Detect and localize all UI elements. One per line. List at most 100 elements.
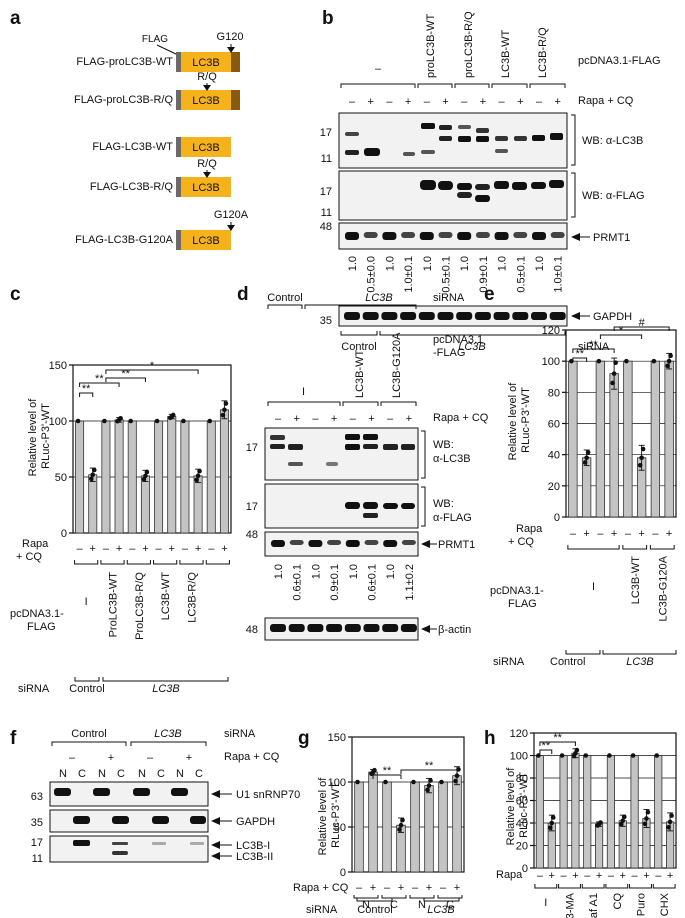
significance-bracket bbox=[539, 741, 576, 746]
data-point bbox=[624, 358, 629, 364]
bar bbox=[650, 360, 661, 518]
group-bracket bbox=[605, 884, 629, 889]
bar bbox=[535, 755, 544, 869]
group-bracket bbox=[629, 884, 652, 889]
bar bbox=[180, 420, 190, 534]
blot-label: PRMT1 bbox=[438, 539, 475, 551]
band bbox=[400, 312, 417, 320]
bar bbox=[438, 781, 448, 873]
plasmid-label-c: pcDNA3.1-FLAG bbox=[10, 608, 64, 633]
bar bbox=[219, 409, 229, 534]
group-label: LC3B-R/Q bbox=[187, 572, 199, 623]
data-point bbox=[223, 401, 229, 406]
group-bracket bbox=[342, 401, 379, 406]
bar bbox=[452, 775, 462, 873]
lc3b-box-label: LC3B bbox=[192, 142, 220, 154]
blot-bracket bbox=[421, 430, 426, 479]
band bbox=[363, 232, 378, 238]
blot-bracket bbox=[421, 486, 426, 527]
rapa-sign: – bbox=[655, 870, 662, 882]
significance-mark: # bbox=[639, 317, 646, 329]
rapa-sign: – bbox=[156, 543, 163, 555]
band bbox=[401, 232, 416, 238]
rapa-sign: – bbox=[77, 543, 84, 555]
data-point bbox=[665, 363, 670, 369]
quant-value: 0.9±0.1 bbox=[329, 564, 341, 601]
chart-g: 0 50 100 150 ** ** bbox=[328, 732, 465, 879]
fraction-label: C bbox=[157, 768, 165, 780]
rapa-sign: + bbox=[554, 96, 560, 108]
significance-mark: * bbox=[150, 360, 155, 372]
band bbox=[457, 232, 472, 240]
rapa-signs-row: – + – + – + – + – + – + bbox=[349, 96, 561, 108]
group-label: Puro bbox=[636, 893, 648, 916]
group-bracket bbox=[126, 560, 151, 565]
rapa-sign: + bbox=[406, 413, 412, 425]
blot-bands bbox=[270, 624, 417, 632]
rapa-sign: + bbox=[116, 543, 122, 555]
band bbox=[382, 232, 397, 240]
rapa-sign: – bbox=[424, 96, 431, 108]
plasmid-row-label-d: pcDNA3.1 -FLAG bbox=[433, 334, 483, 359]
rapa-sign: – bbox=[103, 543, 110, 555]
rapa-sign: + bbox=[186, 752, 192, 764]
sirna-bracket bbox=[102, 677, 229, 682]
y-axis-label-line: RLuc-P3'-WT bbox=[520, 387, 532, 453]
rapa-sign: – bbox=[387, 413, 394, 425]
group-label: LC3B-WT bbox=[354, 349, 366, 398]
group-bracket bbox=[100, 560, 125, 565]
data-point bbox=[654, 753, 660, 758]
group-label: I bbox=[85, 596, 88, 608]
data-point bbox=[666, 824, 671, 830]
data-point bbox=[194, 477, 199, 483]
mw-marker: 48 bbox=[246, 529, 258, 541]
y-axis-label-h: Relative level of RLuc-P3'-WT bbox=[505, 765, 530, 846]
y-tick-label: 50 bbox=[334, 822, 346, 834]
group-label: ProLC3B-R/Q bbox=[134, 572, 146, 640]
rapa-sign: – bbox=[208, 543, 215, 555]
panel-label-f: f bbox=[10, 728, 17, 749]
quant-value: 1.0 bbox=[422, 256, 434, 271]
blot-lc3b bbox=[338, 112, 568, 169]
rapa-signs-row: – + – + – + – + – + – + bbox=[74, 543, 230, 565]
bar bbox=[630, 755, 639, 869]
band bbox=[437, 312, 454, 320]
mw-marker: 48 bbox=[320, 221, 332, 233]
rapa-signs-row: – + – + – + – + bbox=[567, 528, 675, 550]
rapa-sign: – bbox=[461, 96, 468, 108]
y-axis-label-line: RLuc-P3'-WT bbox=[330, 782, 342, 848]
rapa-label-c: Rapa + CQ bbox=[16, 538, 49, 563]
construct-label: FLAG-LC3B-R/Q bbox=[90, 181, 174, 193]
sirna-bracket bbox=[565, 650, 601, 655]
rapa-sign: – bbox=[69, 752, 76, 764]
rapa-sign: + bbox=[596, 870, 602, 882]
rapa-sign: + bbox=[480, 96, 486, 108]
data-point bbox=[536, 753, 541, 758]
data-point bbox=[550, 815, 556, 820]
y-axis-label-line: RLuc-P3'-WT bbox=[518, 772, 530, 838]
panel-label-e: e bbox=[484, 284, 495, 305]
sirna-row-label: siRNA bbox=[306, 904, 338, 916]
rapa-sign: + bbox=[517, 96, 523, 108]
mw-marker: 35 bbox=[31, 817, 43, 829]
rapa-sign: – bbox=[597, 528, 604, 540]
rapa-sign: + bbox=[426, 882, 432, 894]
group-label-empty: – bbox=[375, 63, 382, 75]
blot-bands bbox=[345, 232, 565, 240]
fraction-label: N bbox=[98, 768, 106, 780]
arrow-head-icon bbox=[227, 47, 235, 53]
fraction-label: N bbox=[138, 768, 146, 780]
data-point bbox=[651, 358, 657, 364]
rapa-signs-row: – + – + – + – + bbox=[275, 413, 412, 425]
band bbox=[549, 312, 566, 320]
bar bbox=[354, 781, 364, 873]
group-bracket bbox=[649, 545, 675, 550]
construct-annotation: G120 bbox=[217, 31, 244, 43]
significance-bracket bbox=[372, 774, 402, 779]
quant-value: 0.5±0.0 bbox=[366, 256, 378, 293]
rapa-sign: – bbox=[412, 882, 419, 894]
sirna-control: Control bbox=[550, 656, 585, 668]
arrow-head-icon bbox=[203, 172, 211, 178]
blot-bracket bbox=[571, 114, 576, 166]
